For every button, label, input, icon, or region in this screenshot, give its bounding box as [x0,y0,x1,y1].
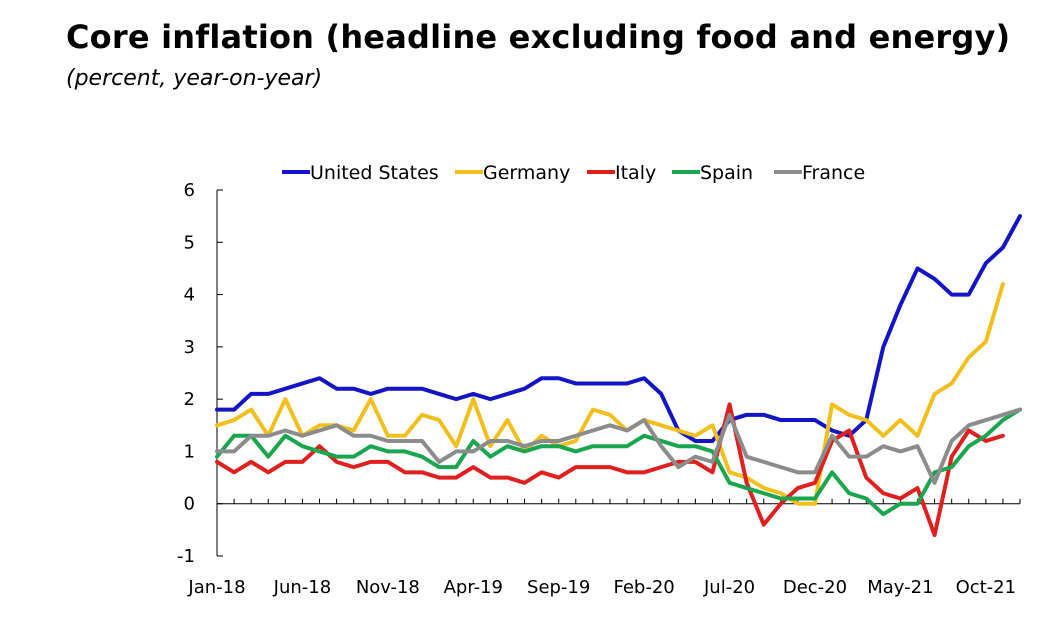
series-line-france [215,407,1022,485]
x-tick-label: Dec-20 [783,577,847,598]
legend-label-france: France [802,162,865,184]
y-tick-label: 1 [184,441,195,462]
x-tick-label: May-21 [867,577,933,598]
series-line-italy [215,402,1005,538]
y-tick-label: -1 [177,546,195,567]
y-tick-label: 6 [184,180,195,201]
legend-label-united-states: United States [310,162,439,184]
series-line-united-states [215,214,1022,443]
legend-label-spain: Spain [700,162,753,184]
x-tick-label: Jan-18 [187,577,245,598]
series-line-spain [215,407,1022,517]
legend-label-germany: Germany [483,162,570,184]
legend-label-italy: Italy [615,162,656,184]
x-tick-label: Nov-18 [356,577,420,598]
series-line-germany [215,282,1005,506]
y-tick-label: 0 [184,494,195,515]
x-tick-label: Sep-19 [527,577,590,598]
x-tick-label: Feb-20 [613,577,674,598]
chart-title: Core inflation (headline excluding food … [66,18,1011,56]
y-tick-label: 2 [184,389,195,410]
chart-subtitle: (percent, year-on-year) [66,66,323,91]
x-tick-label: Oct-21 [956,577,1017,598]
x-tick-label: Jul-20 [703,577,755,598]
y-tick-label: 3 [184,337,195,358]
legend: United States Germany Italy Spain France [282,162,865,184]
axes: -1 0 1 2 3 4 5 6 Jan-18 Jun-18 Nov-18 Apr-19 Sep-19 F… [177,180,1021,598]
y-tick-label: 4 [184,285,195,306]
x-tick-label: Apr-19 [444,577,503,598]
y-tick-label: 5 [184,232,195,253]
series-lines [215,214,1022,538]
x-tick-label: Jun-18 [273,577,332,598]
